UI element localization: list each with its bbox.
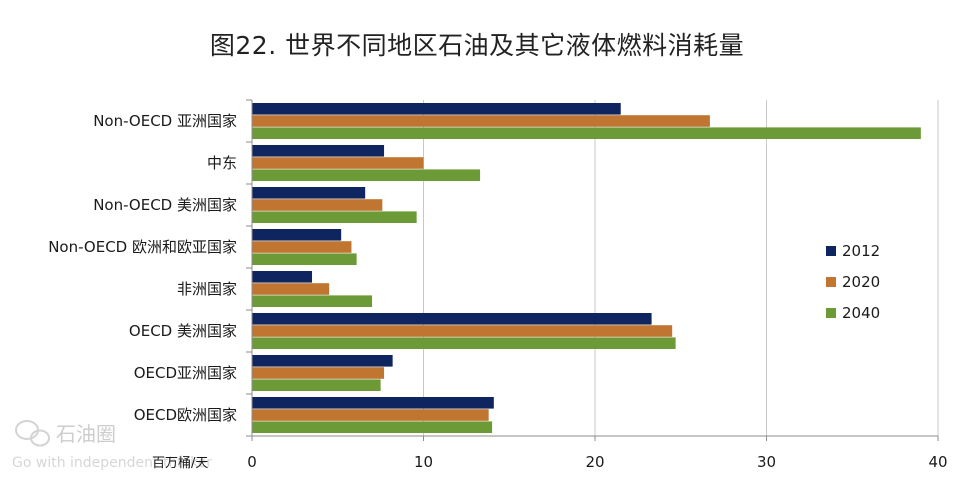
- legend-label: 2020: [842, 273, 880, 291]
- bar-2012-4: [252, 271, 313, 283]
- bar-2040-5: [252, 337, 676, 349]
- category-label: 中东: [207, 154, 237, 172]
- bar-2020-7: [252, 409, 489, 421]
- bar-2020-6: [252, 367, 385, 379]
- axes: [246, 99, 939, 441]
- legend-label: 2040: [842, 304, 880, 322]
- bars: [252, 103, 921, 433]
- x-tick-label: 30: [757, 453, 776, 471]
- bar-2012-1: [252, 145, 385, 157]
- bar-2040-4: [252, 295, 373, 307]
- bar-2012-2: [252, 187, 366, 199]
- bar-2020-0: [252, 115, 710, 127]
- x-tick-label: 0: [247, 453, 257, 471]
- bar-2020-3: [252, 241, 352, 253]
- bar-2012-0: [252, 103, 621, 115]
- gridlines: [423, 100, 939, 436]
- legend-label: 2012: [842, 242, 880, 260]
- category-label: Non-OECD 欧洲和欧亚国家: [48, 238, 237, 256]
- bar-2040-6: [252, 379, 381, 391]
- wechat-icon: [15, 420, 50, 447]
- x-tick-label: 40: [928, 453, 947, 471]
- category-label: Non-OECD 亚洲国家: [93, 112, 237, 130]
- watermark-subtext: Go with independent thinker: [12, 455, 212, 471]
- category-label: OECD 美洲国家: [129, 322, 237, 340]
- watermark-text: 石油圈: [56, 422, 116, 446]
- legend-swatch-2012: [826, 246, 836, 256]
- category-label: OECD亚洲国家: [134, 364, 237, 382]
- bar-2040-2: [252, 211, 417, 223]
- legend-swatch-2040: [826, 308, 836, 318]
- category-label: 非洲国家: [177, 280, 237, 298]
- bar-2020-2: [252, 199, 383, 211]
- bar-2020-4: [252, 283, 330, 295]
- bar-2040-1: [252, 169, 481, 181]
- category-label: Non-OECD 美洲国家: [93, 196, 237, 214]
- bar-2012-3: [252, 229, 342, 241]
- watermark: 石油圈 Go with independent thinker: [12, 420, 212, 471]
- bar-2020-1: [252, 157, 424, 169]
- x-tick-labels: 0 10 20 30 40: [247, 453, 947, 471]
- chart-title: 图22. 世界不同地区石油及其它液体燃料消耗量: [209, 31, 745, 60]
- legend: 2012 2020 2040: [826, 242, 880, 322]
- bar-2012-5: [252, 313, 652, 325]
- bar-2040-0: [252, 127, 921, 139]
- bar-2040-3: [252, 253, 357, 265]
- x-axis-unit-label: 百万桶/天: [152, 456, 208, 471]
- x-tick-label: 20: [585, 453, 604, 471]
- bar-2012-7: [252, 397, 494, 409]
- legend-swatch-2020: [826, 277, 836, 287]
- category-label: OECD欧洲国家: [134, 406, 237, 424]
- bar-2012-6: [252, 355, 393, 367]
- bar-2020-5: [252, 325, 673, 337]
- bar-2040-7: [252, 421, 493, 433]
- x-tick-label: 10: [414, 453, 433, 471]
